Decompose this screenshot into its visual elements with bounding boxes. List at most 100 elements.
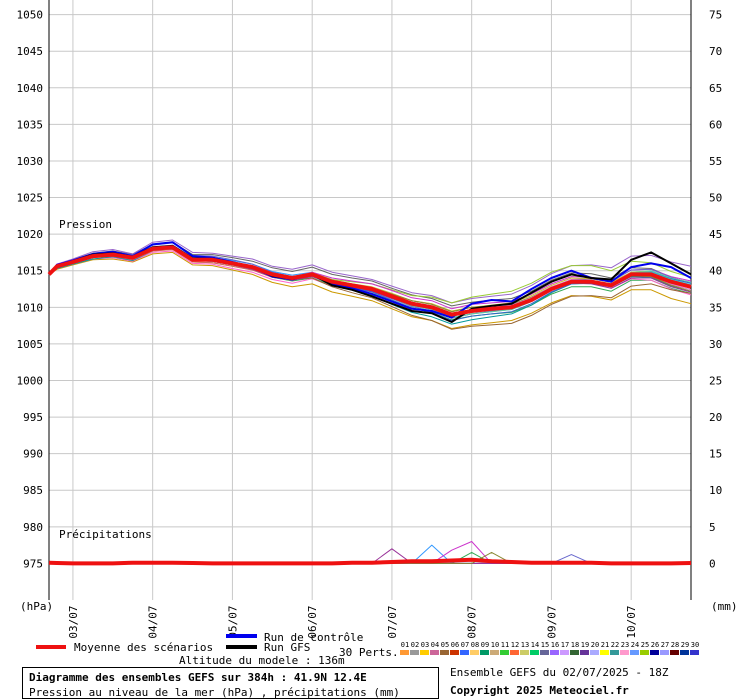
legend: Moyenne des scénarios Run de contrôle Ru… (36, 631, 699, 667)
right-tick-label: 10 (709, 484, 722, 497)
ensemble-run-label: Ensemble GEFS du 02/07/2025 - 18Z (450, 666, 669, 679)
perturbation-legend: 01 02 03 04 05 06 07 08 09 10 11 12 13 14 15 16 17 18 19 20… (400, 641, 699, 655)
altitude-label: Altitude du modele : 136m (179, 654, 345, 667)
left-tick-label: 1020 (17, 228, 44, 241)
pert-number: 03 (421, 641, 429, 649)
pert-swatch (540, 650, 549, 655)
pert-number: 01 (401, 641, 409, 649)
pert-swatch (650, 650, 659, 655)
pert-number: 17 (561, 641, 569, 649)
perts-label: 30 Perts. (339, 646, 399, 659)
chart-info-box: Diagramme des ensembles GEFS sur 384h : … (22, 667, 439, 699)
pert-swatch (690, 650, 699, 655)
x-tick-label: 07/07 (386, 605, 399, 638)
pert-swatch (410, 650, 419, 655)
pert-swatch (640, 650, 649, 655)
pert-swatch (530, 650, 539, 655)
right-tick-label: 75 (709, 9, 722, 22)
left-tick-label: 1005 (17, 338, 44, 351)
right-tick-label: 30 (709, 338, 722, 351)
left-tick-label: 1040 (17, 82, 44, 95)
pert-number: 11 (501, 641, 509, 649)
left-tick-label: 1010 (17, 301, 44, 314)
left-tick-label: 1045 (17, 45, 44, 58)
control-pressure-line (48, 241, 692, 319)
left-tick-label: 990 (23, 448, 43, 461)
right-tick-label: 5 (709, 521, 716, 534)
pert-number: 10 (491, 641, 499, 649)
right-tick-label: 20 (709, 411, 722, 424)
pert-swatch (570, 650, 579, 655)
chart-grid (49, 0, 691, 600)
x-tick-label: 04/07 (147, 605, 160, 638)
pert-number: 23 (621, 641, 629, 649)
pert-number: 12 (511, 641, 519, 649)
left-tick-label: 1015 (17, 265, 44, 278)
right-tick-label: 70 (709, 45, 722, 58)
pert-number: 07 (461, 641, 469, 649)
pert-number: 15 (541, 641, 549, 649)
right-tick-label: 25 (709, 374, 722, 387)
pert-swatch (670, 650, 679, 655)
pert-swatch (520, 650, 529, 655)
legend-control-label: Run de contrôle (264, 631, 363, 644)
pert-swatch (450, 650, 459, 655)
pert-swatch (600, 650, 609, 655)
pert-number: 09 (481, 641, 489, 649)
pert-swatch (430, 650, 439, 655)
right-tick-label: 65 (709, 82, 722, 95)
pert-swatch (680, 650, 689, 655)
pert-swatch (560, 650, 569, 655)
pert-number: 24 (631, 641, 639, 649)
x-tick-label: 06/07 (306, 605, 319, 638)
left-tick-label: 975 (23, 557, 43, 570)
pert-number: 19 (581, 641, 589, 649)
x-tick-label: 09/07 (545, 605, 558, 638)
pert-number: 05 (441, 641, 449, 649)
chart-subtitle: Pression au niveau de la mer (hPa) , pré… (29, 686, 400, 699)
pert-swatch (610, 650, 619, 655)
pert-swatch (620, 650, 629, 655)
left-tick-label: 995 (23, 411, 43, 424)
left-tick-label: 1000 (17, 374, 44, 387)
precip-section-label: Précipitations (59, 528, 152, 541)
left-tick-label: 1035 (17, 118, 44, 131)
pert-number: 14 (531, 641, 539, 649)
right-tick-label: 35 (709, 301, 722, 314)
pert-number: 08 (471, 641, 479, 649)
chart-series (47, 239, 692, 566)
right-tick-label: 50 (709, 192, 722, 205)
pert-swatch (460, 650, 469, 655)
pert-number: 21 (601, 641, 609, 649)
pert-number: 30 (691, 641, 699, 649)
member-precip-line (49, 541, 691, 564)
copyright-label: Copyright 2025 Meteociel.fr (450, 684, 629, 697)
pert-number: 27 (661, 641, 669, 649)
left-tick-label: 980 (23, 521, 43, 534)
right-unit-label: (mm) (711, 600, 738, 613)
pert-number: 28 (671, 641, 679, 649)
pert-swatch (660, 650, 669, 655)
pert-number: 29 (681, 641, 689, 649)
right-tick-label: 0 (709, 557, 716, 570)
pert-number: 18 (571, 641, 579, 649)
pert-swatch (480, 650, 489, 655)
pert-swatch (420, 650, 429, 655)
pert-number: 02 (411, 641, 419, 649)
pert-number: 06 (451, 641, 459, 649)
pert-number: 13 (521, 641, 529, 649)
pert-swatch (500, 650, 509, 655)
x-tick-label: 10/07 (625, 605, 638, 638)
legend-mean-label: Moyenne des scénarios (74, 641, 213, 654)
left-tick-label: 985 (23, 484, 43, 497)
pert-swatch (550, 650, 559, 655)
pert-number: 26 (651, 641, 659, 649)
pert-swatch (490, 650, 499, 655)
member-precip-line (49, 544, 691, 564)
right-tick-label: 60 (709, 118, 722, 131)
pert-number: 25 (641, 641, 649, 649)
pert-number: 22 (611, 641, 619, 649)
mean-pressure-line (47, 245, 692, 317)
left-tick-label: 1030 (17, 155, 44, 168)
